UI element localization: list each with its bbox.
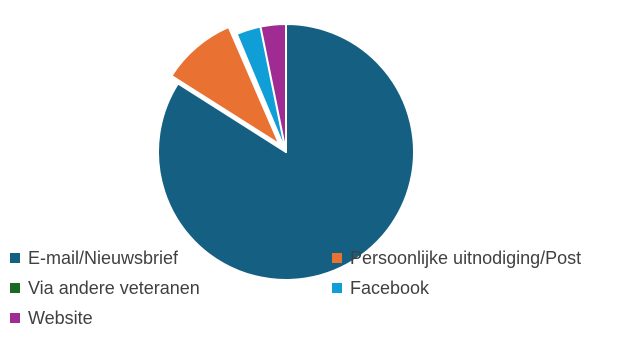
legend-swatch-persoonlijke-uitnodiging xyxy=(332,253,342,263)
legend-label-via-andere-veteranen: Via andere veteranen xyxy=(28,278,200,298)
legend-swatch-email-nieuwsbrief xyxy=(10,253,20,263)
legend-item-website: Website xyxy=(10,308,93,328)
legend-item-via-andere-veteranen: Via andere veteranen xyxy=(10,278,200,298)
chart-legend: E-mail/Nieuwsbrief Persoonlijke uitnodig… xyxy=(10,248,637,358)
legend-label-facebook: Facebook xyxy=(350,278,430,298)
legend-label-email-nieuwsbrief: E-mail/Nieuwsbrief xyxy=(28,248,179,268)
legend-swatch-website xyxy=(10,313,20,323)
pie-slices xyxy=(157,23,415,281)
legend-item-email-nieuwsbrief: E-mail/Nieuwsbrief xyxy=(10,248,178,268)
pie-slice-website xyxy=(259,23,287,153)
legend-label-website: Website xyxy=(28,308,93,328)
legend-item-facebook: Facebook xyxy=(332,278,429,298)
legend-label-persoonlijke-uitnodiging: Persoonlijke uitnodiging/Post xyxy=(350,248,582,268)
legend-swatch-via-andere-veteranen xyxy=(10,283,20,293)
pie-slice-persoonlijke-uitnodiging-post xyxy=(170,25,281,146)
legend-swatch-facebook xyxy=(332,283,342,293)
legend-item-persoonlijke-uitnodiging: Persoonlijke uitnodiging/Post xyxy=(332,248,581,268)
